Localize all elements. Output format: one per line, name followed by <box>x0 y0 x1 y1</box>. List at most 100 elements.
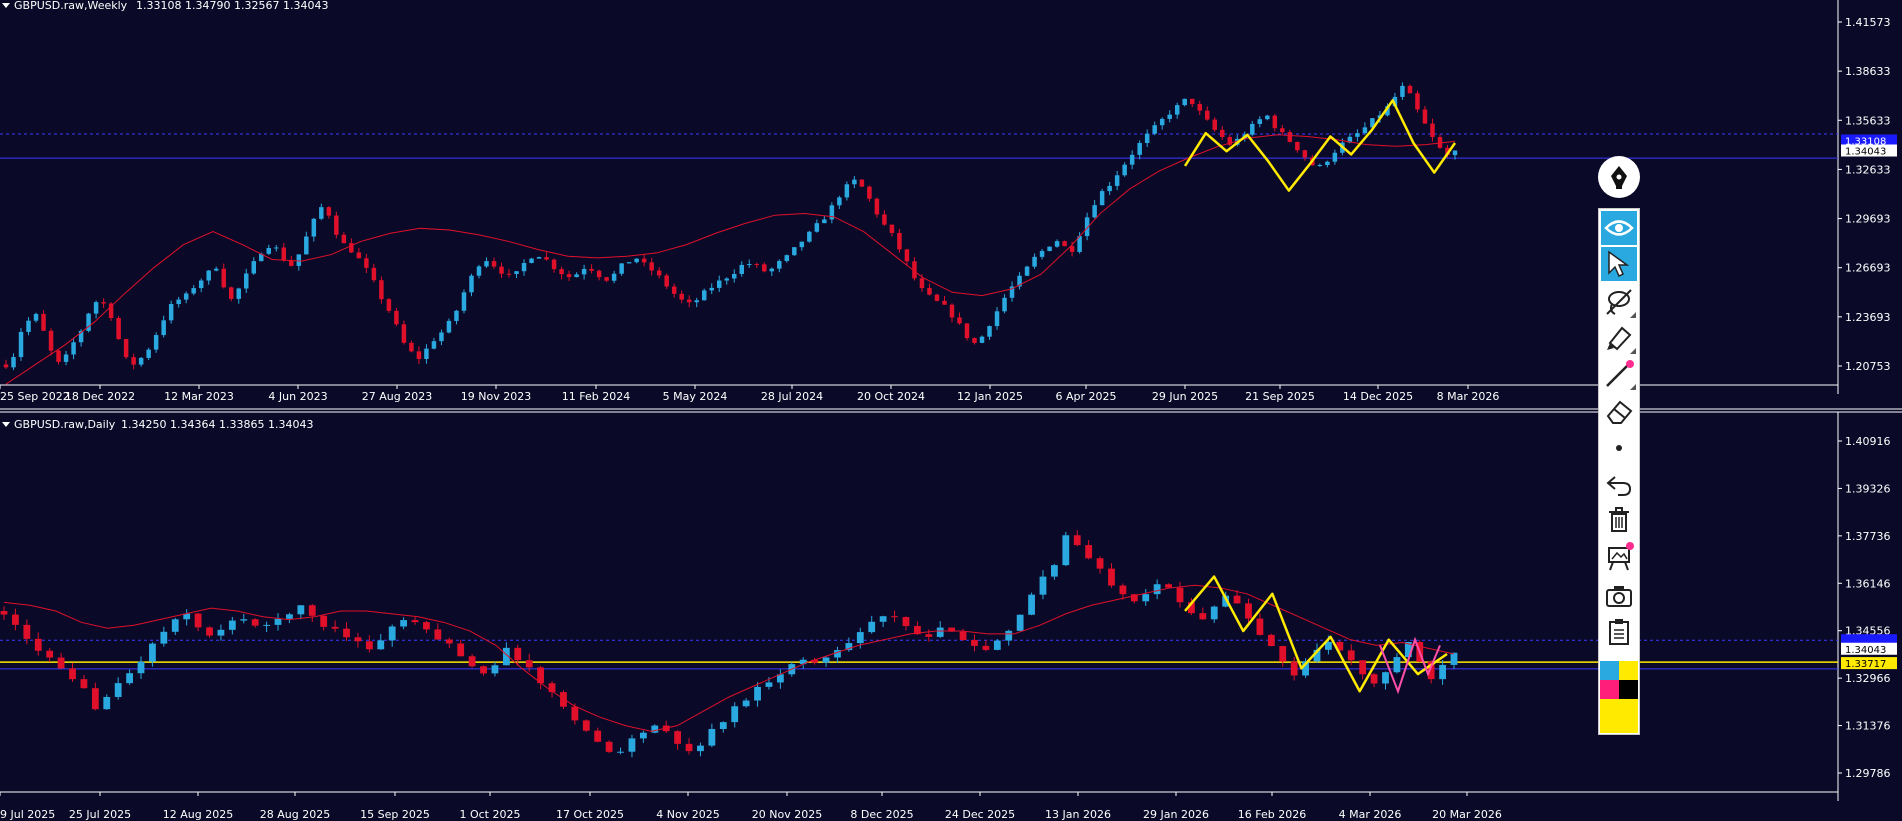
candle-body <box>754 264 760 266</box>
eraser-tool[interactable] <box>1601 395 1637 429</box>
undo-icon <box>1606 476 1632 496</box>
candle-body <box>971 639 978 646</box>
candle-body <box>274 618 282 625</box>
candle-body <box>701 290 707 301</box>
current-price-tag <box>1841 642 1897 655</box>
color-magenta-swatch[interactable] <box>1600 680 1619 699</box>
candle-body <box>33 313 39 321</box>
candle-body <box>566 274 572 278</box>
daily-chart-title: GBPUSD.raw,Daily <box>14 418 116 431</box>
candle-body <box>1325 641 1332 650</box>
candle-body <box>852 179 857 185</box>
time-tick-label: 15 Sep 2025 <box>360 808 430 821</box>
daily-collapse-icon[interactable] <box>2 422 10 427</box>
candle-body <box>1114 175 1120 186</box>
pen-toggle-button[interactable] <box>1598 156 1640 198</box>
time-tick-label: 20 Nov 2025 <box>752 808 822 821</box>
candle-body <box>183 613 191 620</box>
daily-chart-panel[interactable]: 1.409161.393261.377361.361461.345561.329… <box>0 412 1897 821</box>
candle-body <box>326 207 332 216</box>
candle-body <box>1096 558 1104 569</box>
candle-body <box>957 317 962 324</box>
candle-body <box>1153 584 1161 595</box>
candle-body <box>476 266 482 276</box>
candle-body <box>1005 630 1013 641</box>
candle-body <box>1430 123 1435 138</box>
candle-body <box>574 274 579 278</box>
active-color-swatch[interactable] <box>1600 699 1638 733</box>
time-tick-label: 5 May 2024 <box>663 390 728 403</box>
yellow-price-label: 1.33717 <box>1845 659 1886 670</box>
moving-average-line <box>5 134 1456 385</box>
candle-body <box>739 264 745 274</box>
candle-body <box>46 650 54 658</box>
color-yellow-swatch[interactable] <box>1619 661 1638 680</box>
undo-tool[interactable] <box>1601 467 1637 501</box>
candle-body <box>334 215 339 235</box>
candle-body <box>153 335 159 350</box>
fountain-pen-icon <box>1611 166 1627 189</box>
time-tick-label: 8 Mar 2026 <box>1437 390 1500 403</box>
candle-body <box>78 330 84 343</box>
candle-body <box>1220 129 1225 138</box>
candle-body <box>732 273 737 279</box>
weekly-collapse-icon[interactable] <box>2 3 10 8</box>
delete-tool[interactable] <box>1601 503 1637 537</box>
candle-body <box>416 351 422 359</box>
weekly-chart-panel[interactable]: 1.41573 1.38633 1.35633 1.32633 1.29693 1.266… <box>0 0 1897 403</box>
candle-body <box>686 299 692 303</box>
trash-icon <box>1609 507 1629 532</box>
color-black-swatch[interactable] <box>1619 680 1638 699</box>
color-cyan-swatch[interactable] <box>1600 661 1619 680</box>
camera-tool[interactable] <box>1601 579 1637 613</box>
candle-body <box>103 696 111 710</box>
candle-body <box>168 304 174 321</box>
candle-body <box>454 310 459 321</box>
candle-body <box>296 254 302 266</box>
eye-tool[interactable] <box>1601 211 1637 245</box>
candle-body <box>86 313 91 331</box>
lasso-tool[interactable] <box>1601 285 1637 319</box>
candle-body <box>1272 115 1278 129</box>
candle-body <box>1009 286 1015 298</box>
price-tick-label: 1.23693 <box>1845 311 1891 324</box>
candle-body <box>1450 652 1458 665</box>
candle-body <box>304 236 309 255</box>
candle-body <box>822 657 830 663</box>
candle-body <box>829 205 835 220</box>
candle-body <box>582 720 590 731</box>
candle-body <box>651 725 659 733</box>
candle-body <box>972 338 977 343</box>
candle-body <box>949 304 955 318</box>
candle-body <box>400 620 408 627</box>
line-tool[interactable] <box>1601 357 1637 391</box>
clipboard-tool[interactable] <box>1601 615 1637 649</box>
current-price-tag <box>1841 144 1897 157</box>
candle-body <box>461 292 467 311</box>
candle-body <box>536 257 542 259</box>
highlighter-icon <box>1607 326 1632 351</box>
candle-body <box>747 264 752 266</box>
screenshot-tool[interactable] <box>1601 541 1637 575</box>
candle-body <box>1392 96 1398 107</box>
candle-body <box>319 207 324 219</box>
candle-body <box>731 706 739 723</box>
candle-body <box>506 273 512 275</box>
candle-body <box>236 288 241 299</box>
highlighter-tool[interactable] <box>1601 321 1637 355</box>
candle-body <box>161 320 166 336</box>
pointer-tool[interactable] <box>1601 247 1637 281</box>
candle-body <box>1385 106 1390 116</box>
candle-body <box>685 743 693 752</box>
candle-body <box>1355 133 1360 137</box>
candle-body <box>1062 241 1067 247</box>
candle-body <box>1210 606 1218 620</box>
candle-body <box>1130 594 1138 602</box>
candle-body <box>765 682 773 687</box>
time-tick-label: 25 Jul 2025 <box>69 808 131 821</box>
candle-body <box>628 738 636 752</box>
candle-body <box>138 357 144 365</box>
dot-tool[interactable] <box>1601 431 1637 465</box>
candle-body <box>1445 147 1450 156</box>
